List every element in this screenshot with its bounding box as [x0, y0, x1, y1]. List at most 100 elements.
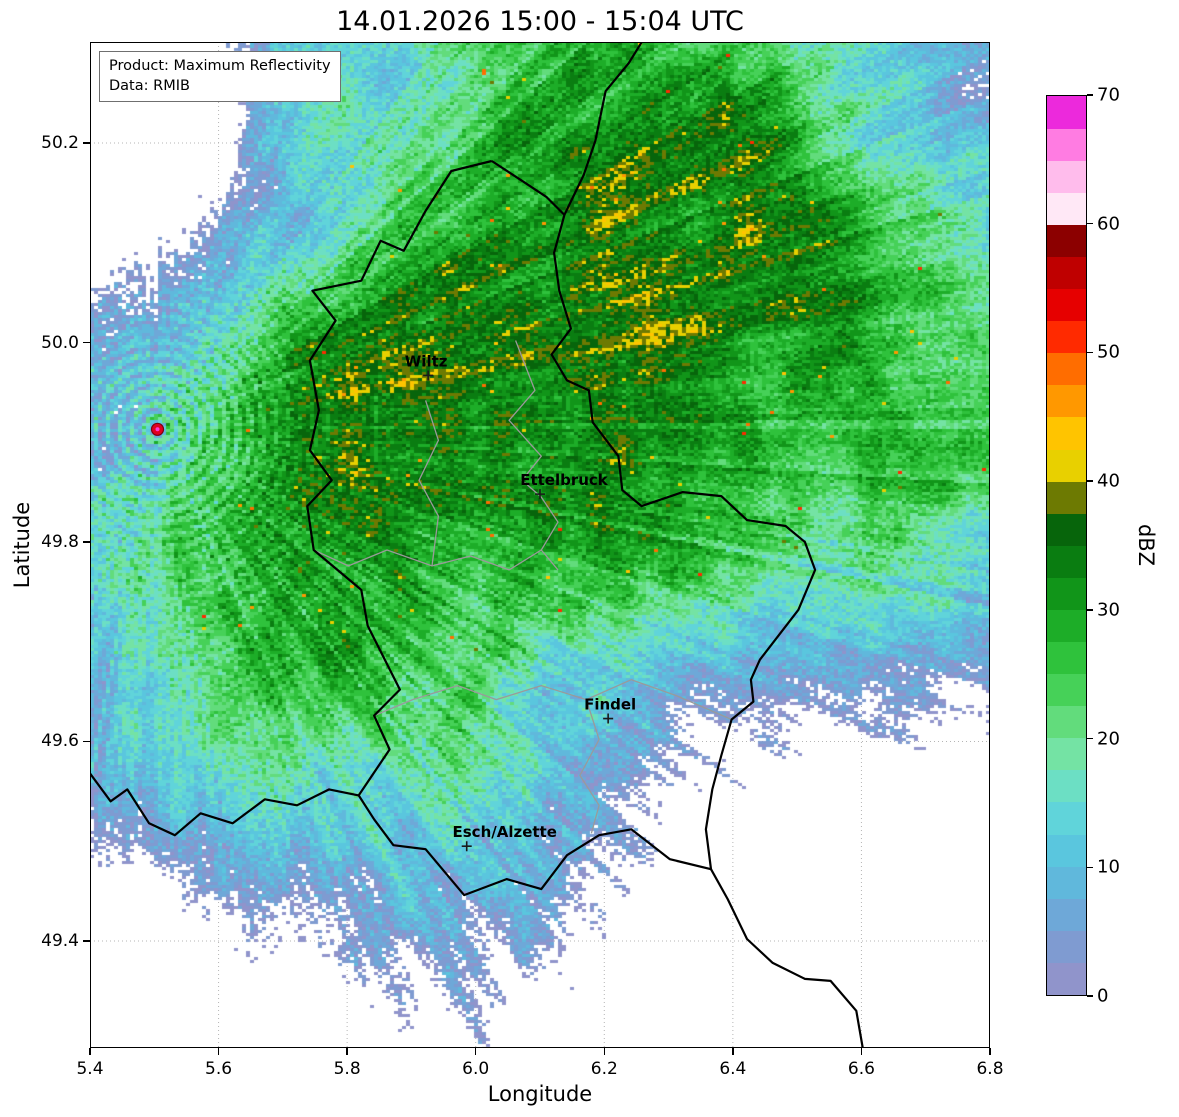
colorbar-band [1047, 833, 1086, 867]
x-tick-mark [603, 1048, 606, 1055]
city-marker [603, 713, 614, 724]
colorbar-band [1047, 96, 1086, 129]
data-source-line: Data: RMIB [109, 78, 190, 95]
colorbar-band [1047, 288, 1086, 322]
colorbar-tick-label: 40 [1097, 470, 1120, 492]
city-label: Findel [584, 696, 636, 714]
colorbar-band [1047, 384, 1086, 418]
x-tick-mark [217, 1048, 220, 1055]
city-marker [423, 370, 434, 381]
colorbar-band [1047, 769, 1086, 803]
colorbar-tick-mark [1087, 94, 1093, 96]
x-axis-label: Longitude [487, 1082, 593, 1106]
radar-site-center-dot [155, 427, 160, 432]
colorbar-band [1047, 320, 1086, 354]
colorbar-tick-label: 50 [1097, 341, 1120, 363]
map-overlay: Wiltz Ettelbruck Findel Esch/Alzette [90, 42, 864, 1048]
y-tick-mark [83, 341, 90, 344]
colorbar-tick-mark [1087, 995, 1093, 997]
colorbar-band [1047, 416, 1086, 450]
colorbar-tick-label: 70 [1097, 84, 1120, 106]
x-tick-mark [860, 1048, 863, 1055]
product-info-box: Product: Maximum Reflectivity Data: RMIB [99, 51, 341, 102]
city-label: Wiltz [405, 352, 448, 370]
city-label: Esch/Alzette [453, 823, 557, 841]
district-border [508, 340, 559, 571]
colorbar-band [1047, 224, 1086, 257]
map-plot-area: Wiltz Ettelbruck Findel Esch/Alzette Produc… [90, 42, 990, 1048]
colorbar-band [1047, 898, 1086, 931]
colorbar-tick-mark [1087, 222, 1093, 225]
colorbar-tick-mark [1087, 609, 1093, 611]
colorbar-band [1047, 737, 1086, 771]
y-tick-mark [83, 740, 90, 743]
city-marker [461, 841, 472, 852]
x-tick-label: 6.4 [719, 1059, 747, 1079]
x-tick-mark [989, 1048, 991, 1055]
country-border [306, 159, 817, 897]
colorbar-band [1047, 705, 1086, 739]
district-border [418, 400, 440, 566]
colorbar-tick-label: 0 [1097, 985, 1109, 1007]
country-border [90, 772, 359, 837]
x-tick-label: 6.8 [976, 1059, 1004, 1079]
reflectivity-field-canvas [90, 42, 990, 1048]
x-tick-label: 5.4 [76, 1059, 104, 1079]
product-info-line: Product: Maximum Reflectivity [109, 58, 331, 74]
colorbar-band [1047, 448, 1086, 482]
colorbar-band [1047, 481, 1086, 514]
colorbar-band [1047, 962, 1086, 995]
colorbar-band [1047, 513, 1086, 546]
x-tick-mark [732, 1048, 734, 1055]
x-tick-mark [89, 1048, 91, 1055]
colorbar-band [1047, 352, 1086, 386]
y-tick-label: 50.2 [41, 133, 79, 154]
x-tick-label: 5.6 [205, 1059, 233, 1079]
colorbar-band [1047, 641, 1086, 675]
y-tick-label: 49.4 [41, 930, 79, 951]
colorbar-unit-label: dBZ [1134, 523, 1158, 567]
colorbar-band [1047, 930, 1086, 963]
colorbar-tick-mark [1087, 866, 1093, 869]
x-tick-mark [474, 1048, 477, 1055]
colorbar-band [1047, 673, 1086, 707]
colorbar-tick-label: 60 [1097, 213, 1120, 235]
colorbar [1046, 95, 1087, 996]
colorbar-tick-label: 30 [1097, 599, 1120, 621]
colorbar-tick-mark [1087, 351, 1093, 354]
country-border [710, 868, 864, 1048]
colorbar-band [1047, 801, 1086, 835]
district-border [579, 699, 600, 834]
y-tick-label: 49.8 [41, 532, 79, 552]
y-tick-mark [83, 142, 90, 144]
colorbar-tick-label: 10 [1097, 856, 1120, 878]
district-border [313, 549, 542, 571]
x-tick-label: 5.8 [333, 1059, 361, 1079]
colorbar-tick-mark [1087, 737, 1093, 740]
colorbar-band [1047, 545, 1086, 578]
colorbar-band [1047, 192, 1086, 225]
x-tick-label: 6.0 [462, 1059, 490, 1079]
colorbar-band [1047, 577, 1086, 610]
colorbar-band [1047, 866, 1086, 899]
y-axis-label: Latitude [10, 501, 34, 589]
colorbar-tick-label: 20 [1097, 728, 1120, 750]
y-tick-label: 50.0 [41, 332, 79, 353]
x-tick-mark [346, 1048, 348, 1055]
country-border [563, 42, 643, 216]
x-tick-label: 6.2 [590, 1059, 618, 1079]
city-label: Ettelbruck [520, 471, 609, 489]
district-border [373, 679, 732, 721]
figure-title: 14.01.2026 15:00 - 15:04 UTC [336, 6, 744, 37]
y-tick-label: 49.6 [41, 731, 79, 752]
colorbar-band [1047, 256, 1086, 290]
colorbar-band [1047, 609, 1086, 643]
x-tick-label: 6.6 [847, 1059, 875, 1079]
colorbar-band [1047, 128, 1086, 161]
colorbar-tick-mark [1087, 480, 1093, 482]
y-tick-mark [83, 541, 90, 543]
y-tick-mark [83, 940, 90, 942]
city-marker [535, 489, 545, 500]
colorbar-band [1047, 160, 1086, 193]
